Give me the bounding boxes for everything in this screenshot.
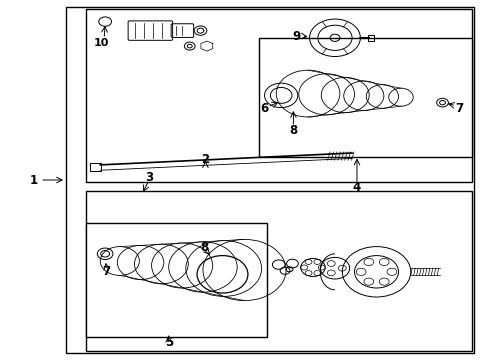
Text: 7: 7 bbox=[455, 102, 463, 114]
Bar bbox=[85, 9, 471, 182]
Bar bbox=[259, 38, 471, 157]
Text: 3: 3 bbox=[145, 171, 153, 184]
Bar bbox=[90, 163, 101, 171]
Text: 2: 2 bbox=[201, 153, 209, 166]
Text: 4: 4 bbox=[352, 181, 360, 194]
Text: 9: 9 bbox=[292, 30, 300, 42]
Text: 1: 1 bbox=[29, 174, 37, 186]
Text: 6: 6 bbox=[260, 102, 267, 115]
Bar bbox=[85, 223, 266, 337]
Bar bbox=[85, 191, 471, 351]
Text: 5: 5 bbox=[164, 336, 172, 349]
Text: 8: 8 bbox=[200, 241, 208, 254]
Bar bbox=[66, 7, 473, 353]
Bar bbox=[367, 35, 373, 41]
Text: 7: 7 bbox=[102, 265, 110, 278]
Text: 8: 8 bbox=[289, 124, 297, 137]
Text: 10: 10 bbox=[94, 38, 109, 48]
